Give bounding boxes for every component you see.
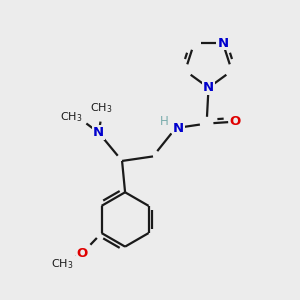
Text: N: N xyxy=(93,126,104,139)
Text: N: N xyxy=(173,122,184,135)
Text: N: N xyxy=(218,37,229,50)
Text: O: O xyxy=(76,247,88,260)
Text: CH$_3$: CH$_3$ xyxy=(90,101,113,115)
Text: CH$_3$: CH$_3$ xyxy=(60,111,83,124)
Text: H: H xyxy=(160,115,168,128)
Text: CH$_3$: CH$_3$ xyxy=(51,257,73,271)
Text: O: O xyxy=(229,115,241,128)
Text: N: N xyxy=(203,81,214,94)
